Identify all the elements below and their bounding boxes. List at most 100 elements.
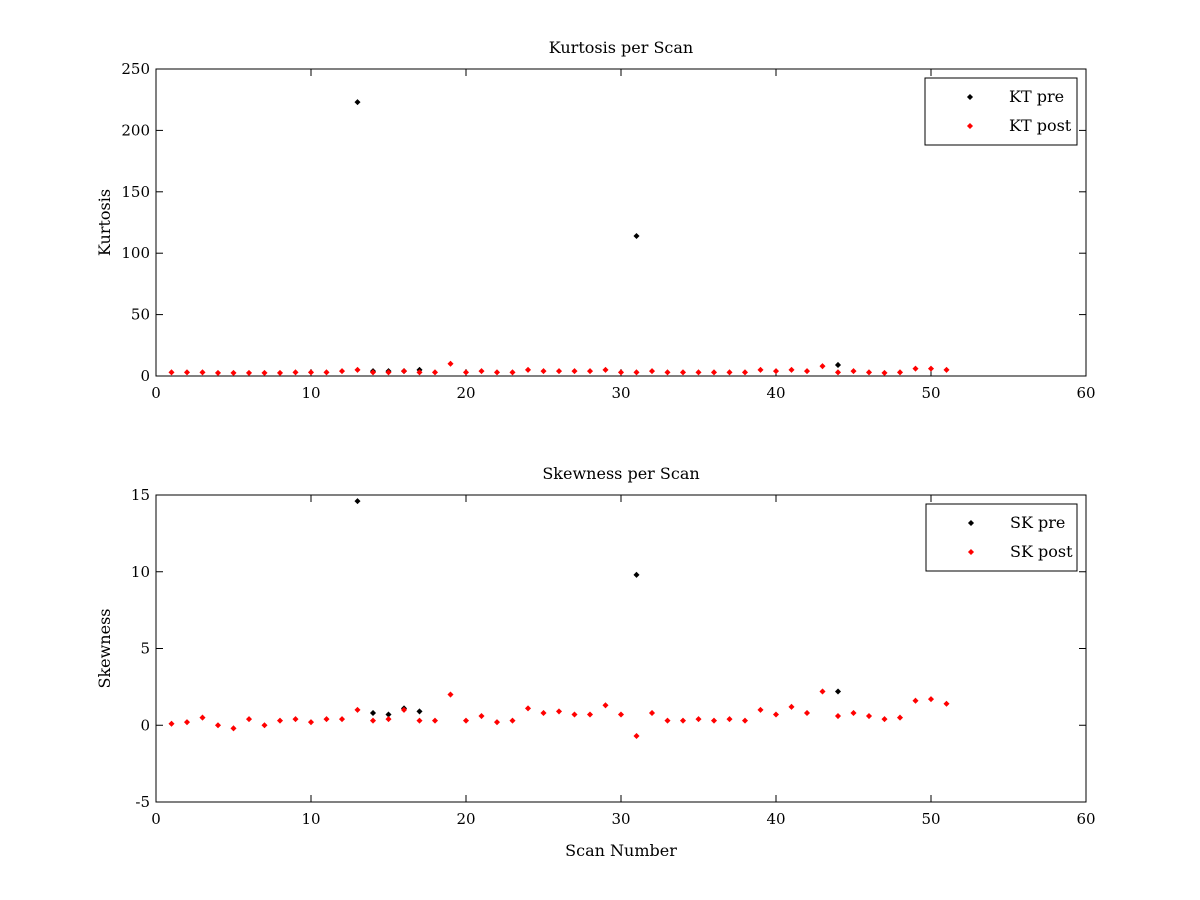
x-tick-label: 30 xyxy=(611,810,630,828)
data-point xyxy=(555,708,563,715)
data-point xyxy=(478,368,485,375)
data-point xyxy=(385,716,392,723)
x-tick-label: 40 xyxy=(766,384,785,402)
data-point xyxy=(586,711,594,718)
data-point xyxy=(493,369,501,376)
data-point xyxy=(664,369,671,376)
data-point xyxy=(369,717,377,724)
data-point xyxy=(276,717,284,724)
x-tick-label: 20 xyxy=(456,810,475,828)
data-point xyxy=(896,714,904,721)
data-point xyxy=(230,369,237,376)
legend-label: KT post xyxy=(1009,116,1072,135)
data-point xyxy=(819,363,826,370)
data-point xyxy=(338,368,346,375)
data-point xyxy=(400,706,408,713)
data-point xyxy=(850,368,857,375)
data-point xyxy=(307,369,315,376)
data-point xyxy=(307,719,315,726)
x-axis-label: Scan Number xyxy=(565,841,677,860)
data-point xyxy=(524,366,532,373)
data-point xyxy=(292,716,299,723)
data-point xyxy=(230,725,237,732)
y-tick-label: 15 xyxy=(131,486,150,504)
y-axis-label: Skewness xyxy=(95,608,114,688)
data-point xyxy=(834,361,842,368)
data-point xyxy=(245,716,253,723)
data-point xyxy=(803,368,811,375)
y-axis-label: Kurtosis xyxy=(95,189,114,256)
data-point xyxy=(540,709,547,716)
x-tick-label: 10 xyxy=(301,384,320,402)
legend-box xyxy=(925,503,1078,572)
data-point xyxy=(462,717,470,724)
data-point xyxy=(943,366,950,373)
data-point xyxy=(633,571,640,578)
data-point xyxy=(865,713,873,720)
data-point xyxy=(431,369,439,376)
legend-box xyxy=(924,77,1078,146)
data-point xyxy=(896,369,904,376)
y-tick-label: 0 xyxy=(140,716,150,734)
data-point xyxy=(400,368,408,375)
data-point xyxy=(354,99,361,106)
data-point xyxy=(912,697,919,704)
y-tick-label: 100 xyxy=(121,244,150,262)
data-point xyxy=(199,714,206,721)
legend-marker xyxy=(967,548,975,556)
data-point xyxy=(416,369,423,376)
y-tick-label: 150 xyxy=(121,183,150,201)
data-point xyxy=(354,366,361,373)
data-point xyxy=(416,708,423,715)
data-point xyxy=(555,368,563,375)
data-point xyxy=(183,719,191,726)
data-point xyxy=(385,369,392,376)
legend: KT pre KT post xyxy=(924,77,1078,146)
data-point xyxy=(571,368,578,375)
data-point xyxy=(726,369,733,376)
data-point xyxy=(183,369,191,376)
y-tick-label: 5 xyxy=(140,640,150,658)
y-tick-label: 10 xyxy=(131,563,150,581)
data-point xyxy=(323,716,330,723)
data-point xyxy=(586,368,594,375)
data-point xyxy=(509,717,516,724)
data-point xyxy=(927,696,935,703)
data-point xyxy=(540,368,547,375)
data-point xyxy=(168,720,175,727)
data-point xyxy=(648,368,656,375)
data-point xyxy=(571,711,578,718)
data-point xyxy=(695,716,702,723)
x-tick-label: 50 xyxy=(921,384,940,402)
data-point xyxy=(199,369,206,376)
data-point xyxy=(803,709,811,716)
plot-title: Skewness per Scan xyxy=(542,464,699,483)
y-tick-label: 250 xyxy=(121,60,150,78)
data-point xyxy=(261,369,268,376)
data-point xyxy=(602,366,609,373)
data-point xyxy=(617,369,625,376)
data-point xyxy=(369,369,377,376)
data-point xyxy=(524,705,532,712)
data-point xyxy=(834,713,842,720)
data-point xyxy=(881,716,888,723)
y-tick-label: 50 xyxy=(131,306,150,324)
y-tick-label: 0 xyxy=(140,367,150,385)
data-point xyxy=(633,232,640,240)
data-point xyxy=(447,691,454,698)
data-point xyxy=(710,717,718,724)
legend-marker xyxy=(966,122,974,130)
data-point xyxy=(695,369,702,376)
data-point xyxy=(865,369,873,376)
data-point xyxy=(943,700,950,707)
data-point xyxy=(416,717,423,724)
kurtosis-subplot: 0 10 20 30 40 50 60 0 50 100 150 200 250 Kurtosis per… xyxy=(95,38,1096,402)
data-point xyxy=(354,498,361,505)
data-point xyxy=(850,709,857,716)
data-point xyxy=(276,369,284,376)
legend-marker xyxy=(966,93,974,101)
data-point xyxy=(493,719,501,726)
x-tick-label: 10 xyxy=(301,810,320,828)
data-point xyxy=(834,369,842,376)
